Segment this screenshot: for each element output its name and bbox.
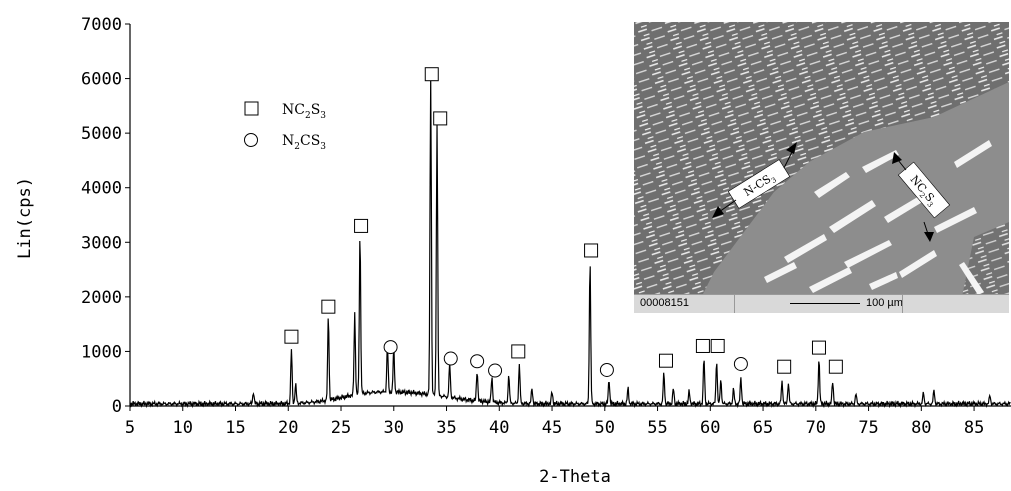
x-tick-label: 40 bbox=[489, 418, 509, 438]
x-tick-label: 85 bbox=[964, 418, 984, 438]
legend-entry-n2cs3-b: CS bbox=[300, 133, 320, 149]
image-code: 00008151 bbox=[640, 297, 689, 309]
y-tick-label: 5000 bbox=[81, 124, 122, 144]
annotation-circle-marker bbox=[443, 351, 458, 366]
y-tick-label: 4000 bbox=[81, 179, 122, 199]
x-tick-label: 20 bbox=[278, 418, 298, 438]
legend-entry-nc2s3-a: NC bbox=[282, 102, 305, 118]
x-tick-label: 5 bbox=[125, 418, 135, 438]
y-axis-title: Lin(cps) bbox=[15, 177, 35, 259]
y-tick-label: 2000 bbox=[81, 288, 122, 308]
legend-entry-nc2s3-sub2: 3 bbox=[320, 111, 326, 121]
annotation-square-marker bbox=[433, 111, 448, 126]
scale-bar-line bbox=[790, 303, 860, 304]
legend-square-marker bbox=[244, 101, 259, 116]
tick-labels: 5 10 15 20 25 30 35 40 45 50 55 60 65 70 75 80 850100020… bbox=[81, 15, 984, 438]
legend-circle-marker bbox=[244, 133, 258, 147]
sem-micrograph-inset: N-CS3 NC2S3 bbox=[634, 22, 1009, 312]
annotation-circle-marker bbox=[599, 362, 614, 377]
y-tick-label: 1000 bbox=[81, 342, 122, 362]
x-tick-label: 55 bbox=[647, 418, 667, 438]
y-tick-label: 0 bbox=[112, 397, 122, 417]
x-tick-label: 35 bbox=[436, 418, 456, 438]
y-tick-label: 6000 bbox=[81, 70, 122, 90]
legend-entry-n2cs3: N2CS3 bbox=[282, 133, 326, 152]
annotation-square-marker bbox=[284, 329, 299, 344]
annotation-square-marker bbox=[658, 353, 673, 368]
inset-label-nc2s3-sub2: 3 bbox=[925, 200, 934, 209]
annotation-square-marker bbox=[584, 243, 599, 258]
x-tick-label: 25 bbox=[331, 418, 351, 438]
x-tick-label: 10 bbox=[173, 418, 193, 438]
x-tick-label: 75 bbox=[858, 418, 878, 438]
axes bbox=[129, 24, 1011, 407]
annotation-square-marker bbox=[424, 67, 439, 82]
inset-info-bar: 00008151 100 µm bbox=[634, 294, 1009, 313]
sem-micrograph: N-CS3 NC2S3 bbox=[634, 22, 1009, 312]
annotation-square-marker bbox=[511, 344, 526, 359]
annotation-square-marker bbox=[710, 338, 725, 353]
x-tick-label: 70 bbox=[806, 418, 826, 438]
annotation-square-marker bbox=[811, 340, 826, 355]
diffraction-trace bbox=[129, 76, 1011, 409]
inset-label-nc2s3-sub1: 2 bbox=[918, 191, 927, 200]
info-divider bbox=[734, 295, 735, 313]
legend-entry-nc2s3-sub1: 2 bbox=[305, 111, 311, 121]
inset-label-n2cs3: N-CS3 bbox=[712, 142, 797, 218]
y-tick-label: 7000 bbox=[81, 15, 122, 35]
annotation-square-marker bbox=[828, 359, 843, 374]
legend: NC2S3 N2CS3 bbox=[244, 101, 326, 152]
x-tick-label: 60 bbox=[700, 418, 720, 438]
scale-bar-label: 100 µm bbox=[866, 297, 903, 309]
tick-marks bbox=[125, 23, 975, 411]
peak-annotations bbox=[284, 67, 843, 378]
annotation-square-marker bbox=[777, 359, 792, 374]
legend-entry-n2cs3-a: N bbox=[282, 133, 294, 149]
x-tick-label: 15 bbox=[225, 418, 245, 438]
x-tick-label: 30 bbox=[384, 418, 404, 438]
annotation-square-marker bbox=[354, 218, 369, 233]
legend-entry-nc2s3: NC2S3 bbox=[282, 102, 326, 121]
x-tick-label: 65 bbox=[753, 418, 773, 438]
annotation-square-marker bbox=[321, 299, 336, 314]
x-tick-label: 50 bbox=[595, 418, 615, 438]
info-divider-2 bbox=[902, 295, 903, 313]
legend-entry-n2cs3-sub2: 3 bbox=[320, 142, 326, 152]
legend-entry-nc2s3-b: S bbox=[311, 102, 321, 118]
annotation-circle-marker bbox=[733, 356, 748, 371]
annotation-circle-marker bbox=[488, 363, 503, 378]
x-tick-label: 80 bbox=[911, 418, 931, 438]
x-tick-label: 45 bbox=[542, 418, 562, 438]
y-tick-label: 3000 bbox=[81, 233, 122, 253]
annotation-circle-marker bbox=[470, 354, 485, 369]
legend-entry-n2cs3-sub1: 2 bbox=[294, 142, 300, 152]
annotation-circle-marker bbox=[383, 340, 398, 355]
x-axis-title: 2-Theta bbox=[539, 467, 611, 487]
inset-label-n2cs3-sub: 3 bbox=[770, 176, 778, 185]
inset-label-nc2s3: NC2S3 bbox=[892, 152, 951, 242]
annotation-square-marker bbox=[695, 338, 710, 353]
